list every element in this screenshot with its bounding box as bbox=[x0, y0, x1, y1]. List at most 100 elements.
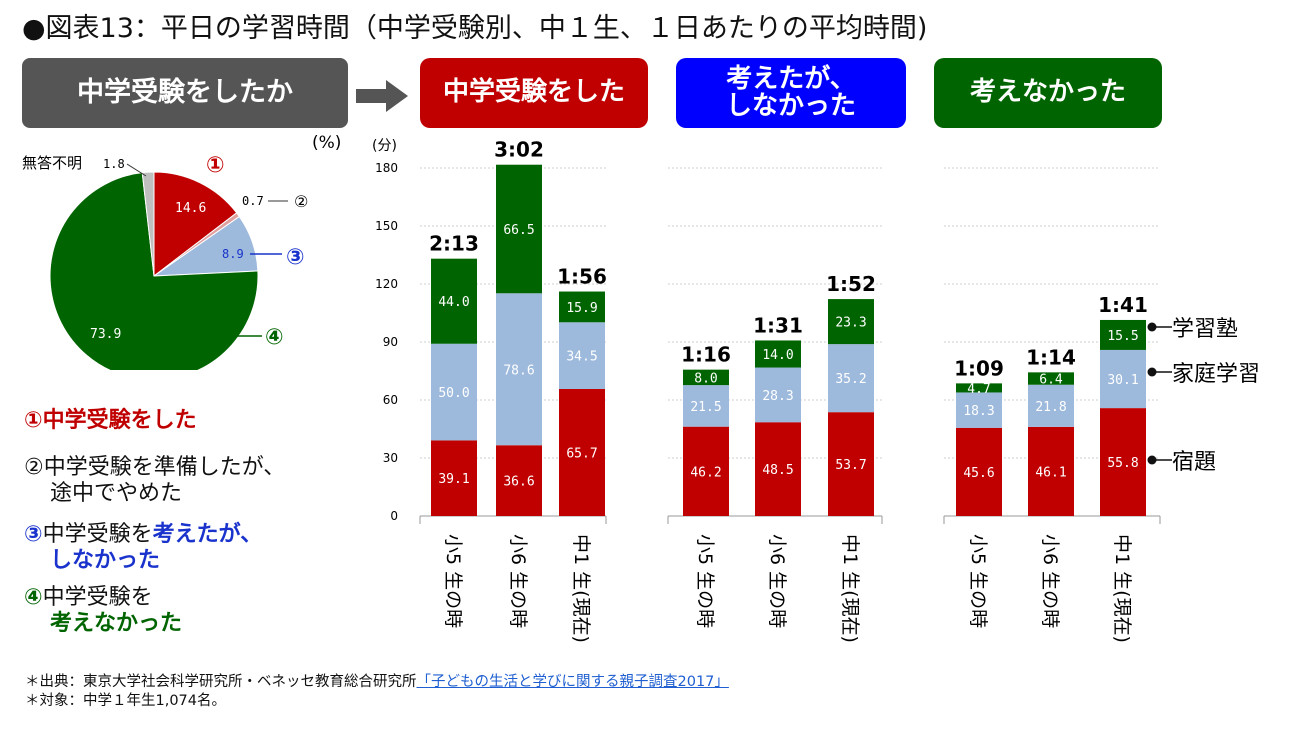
y-tick-label: 150 bbox=[375, 219, 398, 233]
footer-source-link[interactable]: 「子どもの生活と学びに関する親子調査2017」 bbox=[416, 674, 729, 690]
y-tick-label: 120 bbox=[375, 277, 398, 291]
bar-value-label: 4.7 bbox=[967, 382, 990, 397]
legend-num-1: ① bbox=[24, 408, 43, 433]
bar-total-label: 1:31 bbox=[753, 313, 803, 337]
legend-text-2b: 途中でやめた bbox=[50, 481, 183, 506]
pie-chart: (%) 無答不明 1.8 14.6 0.7 ② 8.9 ③ 73.9 ④ ① bbox=[22, 133, 341, 370]
pie-slice-5 bbox=[141, 171, 155, 277]
series-label-home: 家庭学習 bbox=[1172, 362, 1260, 387]
y-tick-label: 0 bbox=[390, 509, 398, 523]
legend-text-1: 中学受験をした bbox=[42, 408, 197, 433]
bar-value-label: 23.3 bbox=[835, 316, 866, 331]
bar-segment-学習塾 bbox=[828, 299, 874, 345]
bar-segment-学習塾 bbox=[956, 383, 1002, 393]
legend-text-3b: 考えたが、 bbox=[152, 522, 263, 547]
category-label: 小6 生の時 bbox=[507, 534, 529, 628]
bar-marks: 39.1 50.0 44.0 2:13 小5 生の時 36.6 78.6 66.5 3:02 小6… bbox=[429, 138, 1148, 643]
bar-segment-学習塾 bbox=[431, 258, 477, 344]
bar-value-label: 28.3 bbox=[762, 389, 793, 404]
bar-value-label: 30.1 bbox=[1107, 373, 1138, 388]
category-label: 小5 生の時 bbox=[442, 534, 464, 628]
header-group-considered-line1: 考えたが、 bbox=[726, 63, 856, 94]
pie-marker-3: ③ bbox=[286, 245, 305, 270]
bar-segment-宿題 bbox=[496, 445, 542, 516]
header-group-did-exam: 中学受験をした bbox=[420, 58, 648, 128]
bar-total-label: 1:14 bbox=[1026, 345, 1076, 369]
bar-segment-学習塾 bbox=[1028, 372, 1074, 385]
bar-segment-学習塾 bbox=[683, 369, 729, 386]
legend-item-2: ②中学受験を準備したが、 途中でやめた bbox=[24, 455, 285, 507]
bar-total-label: 1:16 bbox=[681, 343, 731, 367]
bar-total-label: 3:02 bbox=[494, 138, 544, 162]
legend-text-3c: しなかった bbox=[50, 548, 161, 573]
arrow-right-icon bbox=[356, 80, 408, 112]
bar-value-label: 6.4 bbox=[1039, 373, 1063, 388]
y-tick-label: 30 bbox=[383, 451, 398, 465]
category-label: 中1 生(現在) bbox=[839, 534, 861, 643]
legend-item-3: ③中学受験を考えたが、 しなかった bbox=[24, 522, 262, 574]
bar-value-label: 55.8 bbox=[1107, 456, 1138, 471]
category-label: 中1 生(現在) bbox=[570, 534, 592, 643]
legend-num-3: ③ bbox=[24, 522, 43, 547]
bar-segment-学習塾 bbox=[559, 291, 605, 323]
bar-segment-家庭学習 bbox=[559, 322, 605, 389]
bar-value-label: 46.2 bbox=[690, 465, 721, 480]
figure-title: ●図表13：平日の学習時間（中学受験別、中１生、１日あたりの平均時間) bbox=[22, 13, 928, 44]
legend-text-4b: 考えなかった bbox=[50, 611, 183, 636]
header-group-considered-line2: しなかった bbox=[725, 91, 856, 121]
pie-label-3: 8.9 bbox=[222, 247, 244, 261]
bar-segment-家庭学習 bbox=[431, 343, 477, 441]
bar-segment-宿題 bbox=[755, 422, 801, 516]
bar-value-label: 46.1 bbox=[1035, 465, 1066, 480]
bar-segment-宿題 bbox=[431, 440, 477, 516]
bar-value-label: 14.0 bbox=[762, 348, 793, 363]
legend-item-1: ①中学受験をした bbox=[24, 408, 197, 434]
legend-num-4: ④ bbox=[24, 585, 43, 610]
bar-segment-宿題 bbox=[683, 426, 729, 516]
bar-segment-家庭学習 bbox=[956, 392, 1002, 428]
pie-label-4: 73.9 bbox=[90, 327, 121, 342]
bar-value-label: 15.9 bbox=[566, 301, 597, 316]
legend-item-4: ④中学受験を 考えなかった bbox=[24, 585, 182, 637]
footer-target: ＊対象：中学１年生1,074名。 bbox=[25, 693, 227, 709]
bar-total-label: 1:09 bbox=[954, 356, 1004, 380]
pie-unit: (%) bbox=[312, 133, 341, 153]
series-legend: 学習塾 家庭学習 宿題 bbox=[1147, 317, 1260, 475]
bar-value-label: 35.2 bbox=[835, 372, 866, 387]
header-group-considered: 考えたが、 しなかった bbox=[676, 58, 906, 128]
pie-label-2: 0.7 bbox=[242, 194, 264, 208]
bar-total-label: 1:56 bbox=[557, 265, 607, 289]
bar-value-label: 53.7 bbox=[835, 458, 866, 473]
bar-value-label: 65.7 bbox=[566, 446, 597, 461]
bar-value-label: 21.8 bbox=[1035, 400, 1066, 415]
bar-segment-学習塾 bbox=[1100, 319, 1146, 350]
bar-value-label: 78.6 bbox=[503, 363, 534, 378]
bar-segment-家庭学習 bbox=[755, 367, 801, 423]
pie-label-noanswer: 1.8 bbox=[103, 157, 125, 171]
category-label: 小6 生の時 bbox=[766, 534, 788, 628]
bar-value-label: 21.5 bbox=[690, 400, 721, 415]
bar-segment-家庭学習 bbox=[1028, 384, 1074, 427]
bar-segment-宿題 bbox=[1100, 408, 1146, 516]
bar-value-label: 45.6 bbox=[963, 466, 994, 481]
bar-value-label: 8.0 bbox=[694, 371, 717, 386]
bar-total-label: 1:52 bbox=[826, 272, 876, 296]
bar-total-label: 1:41 bbox=[1098, 293, 1148, 317]
legend-text-4a: 中学受験を bbox=[42, 585, 153, 610]
category-label: 中1 生(現在) bbox=[1111, 534, 1133, 643]
y-axis-unit: (分) bbox=[372, 138, 397, 154]
pie-marker-4: ④ bbox=[265, 325, 284, 350]
bar-value-label: 34.5 bbox=[566, 350, 597, 365]
footer-source: ＊出典：東京大学社会科学研究所・ベネッセ教育総合研究所 bbox=[25, 674, 417, 690]
series-label-juku: 学習塾 bbox=[1172, 317, 1238, 342]
bar-value-label: 18.3 bbox=[963, 404, 994, 419]
bar-chart: (分) 0 30 60 90 120 150 180 39.1 50.0 44.0 2:13 小5 … bbox=[372, 138, 1260, 643]
bar-segment-家庭学習 bbox=[1100, 349, 1146, 409]
bar-value-label: 48.5 bbox=[762, 463, 793, 478]
bar-segment-学習塾 bbox=[496, 164, 542, 294]
footer: ＊出典：東京大学社会科学研究所・ベネッセ教育総合研究所「子どもの生活と学びに関す… bbox=[25, 673, 729, 711]
bar-value-label: 36.6 bbox=[503, 475, 534, 490]
y-tick-label: 60 bbox=[383, 393, 398, 407]
bar-value-label: 44.0 bbox=[438, 295, 469, 310]
bar-segment-家庭学習 bbox=[683, 385, 729, 427]
